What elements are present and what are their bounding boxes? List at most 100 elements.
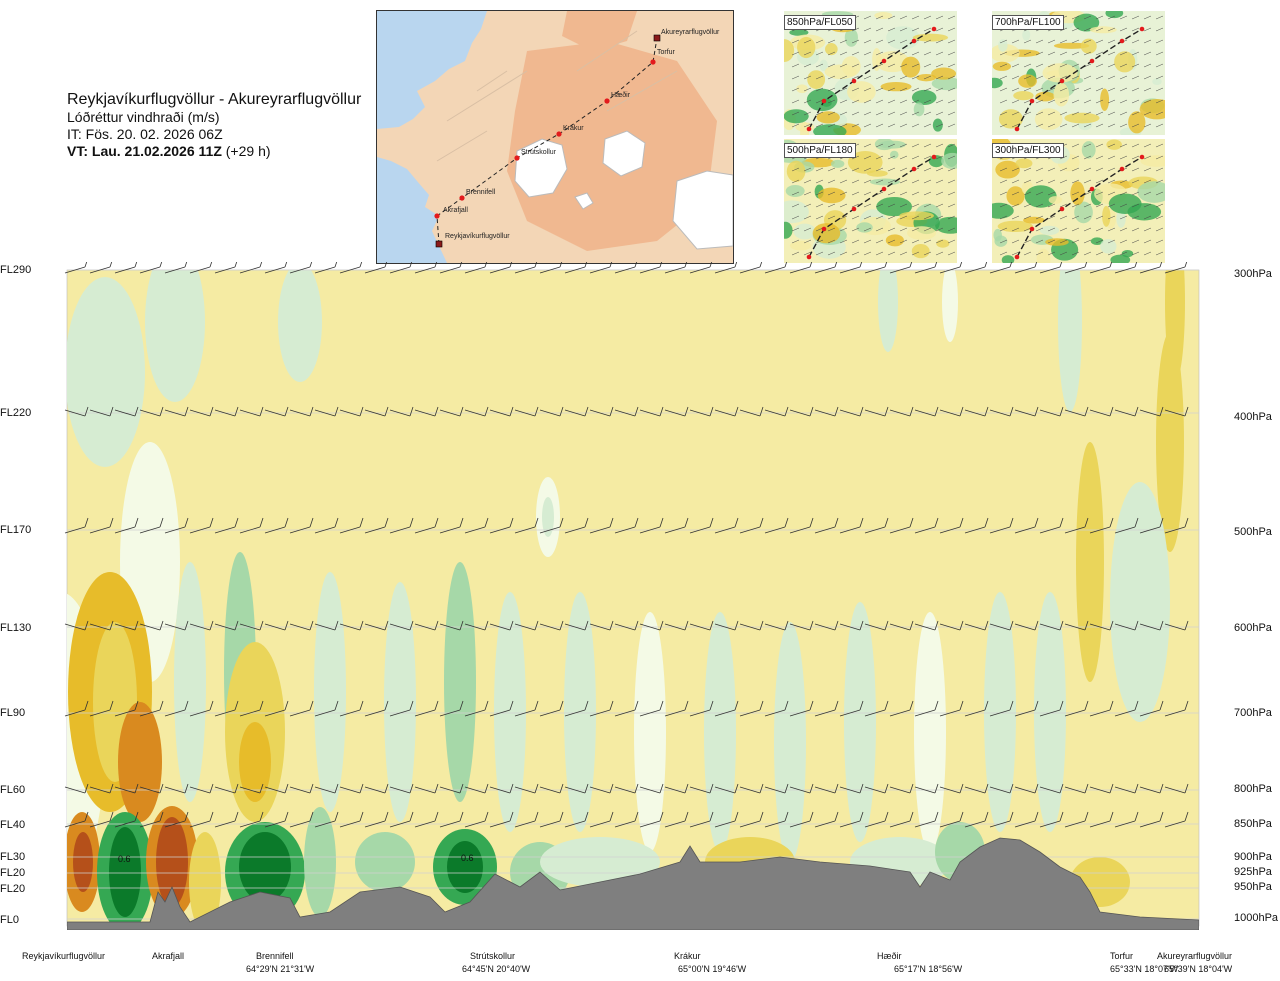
inset-blob bbox=[824, 64, 857, 80]
wind-barb bbox=[1164, 526, 1186, 534]
inset-waypoint bbox=[821, 226, 827, 232]
wind-barb bbox=[314, 266, 336, 274]
wind-barb bbox=[989, 623, 1011, 631]
inset-barb bbox=[999, 87, 1008, 92]
wind-barb-flag bbox=[209, 620, 214, 631]
inset-barb bbox=[803, 227, 812, 232]
wind-barb bbox=[364, 709, 386, 717]
wind-barb-flag bbox=[884, 262, 888, 268]
inset-500hpa-map bbox=[784, 139, 957, 263]
inset-barb bbox=[1143, 179, 1152, 184]
wind-barb-flag bbox=[659, 517, 664, 528]
velocity-region bbox=[145, 270, 205, 402]
inset-500hpa-label: 500hPa/FL180 bbox=[784, 143, 856, 158]
wind-barb-flag bbox=[884, 620, 889, 631]
location-name: Hæðir bbox=[877, 951, 902, 961]
wind-barb bbox=[664, 820, 686, 828]
wind-barb-flag bbox=[184, 783, 189, 794]
inset-blob bbox=[1053, 42, 1090, 49]
inset-barb bbox=[1071, 99, 1080, 104]
wind-barb bbox=[964, 409, 986, 417]
wind-barb bbox=[814, 623, 836, 631]
inset-barb bbox=[1155, 27, 1164, 32]
wind-barb-flag bbox=[359, 700, 364, 711]
inset-barb bbox=[1095, 123, 1104, 128]
wind-barb bbox=[1164, 709, 1186, 717]
wind-barb-flag bbox=[409, 700, 414, 711]
wind-barb bbox=[589, 709, 611, 717]
wind-barb-flag bbox=[759, 620, 764, 631]
wind-barb-flag bbox=[734, 406, 739, 417]
inset-barb bbox=[1047, 39, 1056, 44]
hpa-label: 600hPa bbox=[1234, 622, 1272, 634]
inset-barb bbox=[947, 191, 956, 196]
inset-barb bbox=[1059, 39, 1068, 44]
velocity-region bbox=[189, 832, 221, 930]
wind-barb-flag bbox=[134, 406, 139, 417]
hpa-label: 900hPa bbox=[1234, 851, 1272, 863]
inset-barb bbox=[1083, 143, 1092, 148]
inset-barb bbox=[1011, 111, 1020, 116]
wind-barb bbox=[414, 409, 436, 417]
terrain-profile bbox=[67, 837, 1199, 930]
wind-barb bbox=[1064, 526, 1086, 534]
wind-barb bbox=[714, 623, 736, 631]
wind-barb bbox=[414, 709, 436, 717]
wind-barb-flag bbox=[934, 811, 939, 822]
wind-barb-flag bbox=[684, 406, 689, 417]
wind-barb bbox=[64, 623, 86, 631]
wind-barb-flag bbox=[459, 700, 464, 711]
valid-time-lead: (+29 h) bbox=[221, 143, 271, 159]
wind-barb-flag bbox=[934, 620, 939, 631]
inset-waypoint bbox=[1059, 78, 1065, 84]
inset-barb bbox=[1035, 179, 1044, 184]
inset-700hpa: 700hPa/FL100 bbox=[992, 11, 1165, 135]
initial-time: IT: Fös. 20. 02. 2026 06Z bbox=[67, 126, 223, 142]
fl-label: FL220 bbox=[0, 407, 32, 419]
wind-barb bbox=[664, 526, 686, 534]
wind-barb-flag bbox=[809, 262, 813, 268]
inset-barb bbox=[827, 99, 836, 104]
location-name: Reykjavíkurflugvöllur bbox=[22, 951, 106, 961]
wind-barb-flag bbox=[1009, 406, 1014, 417]
inset-barb bbox=[887, 203, 896, 208]
wind-barb-flag bbox=[559, 783, 564, 794]
wind-barb-flag bbox=[984, 700, 989, 711]
wind-barb-flag bbox=[1134, 517, 1139, 528]
inset-blob bbox=[1102, 205, 1111, 227]
wind-barb-flag bbox=[209, 517, 214, 528]
wind-barb bbox=[414, 526, 436, 534]
inset-barb bbox=[1071, 251, 1080, 256]
wind-barb-flag bbox=[184, 620, 189, 631]
wind-barb bbox=[889, 820, 911, 828]
inset-barb bbox=[851, 123, 860, 128]
wind-barb-flag bbox=[1184, 406, 1189, 417]
wind-barb bbox=[1114, 409, 1136, 417]
inset-blob bbox=[1089, 26, 1117, 34]
velocity-region bbox=[444, 562, 476, 802]
inset-barb bbox=[887, 251, 896, 256]
wind-barb-flag bbox=[134, 783, 139, 794]
inset-barb bbox=[1059, 123, 1068, 128]
inset-blob bbox=[998, 39, 1008, 52]
wind-barb-flag bbox=[734, 262, 738, 268]
inset-barb bbox=[875, 123, 884, 128]
wind-barb bbox=[289, 820, 311, 828]
inset-barb bbox=[1131, 15, 1140, 20]
inset-barb bbox=[1023, 215, 1032, 220]
inset-barb bbox=[1107, 227, 1116, 232]
inset-barb bbox=[1155, 15, 1164, 20]
wind-barb-flag bbox=[559, 406, 564, 417]
inset-barb bbox=[1083, 227, 1092, 232]
wind-barb bbox=[739, 409, 761, 417]
inset-barb bbox=[791, 123, 800, 128]
wind-barb bbox=[164, 820, 186, 828]
wind-barb-flag bbox=[584, 811, 589, 822]
inset-barb bbox=[1119, 111, 1128, 116]
wind-barb-flag bbox=[959, 262, 963, 268]
inset-barb bbox=[899, 63, 908, 68]
velocity-region bbox=[1034, 592, 1066, 832]
wind-barb-flag bbox=[434, 700, 439, 711]
inset-barb bbox=[887, 123, 896, 128]
inset-barb bbox=[1059, 251, 1068, 256]
